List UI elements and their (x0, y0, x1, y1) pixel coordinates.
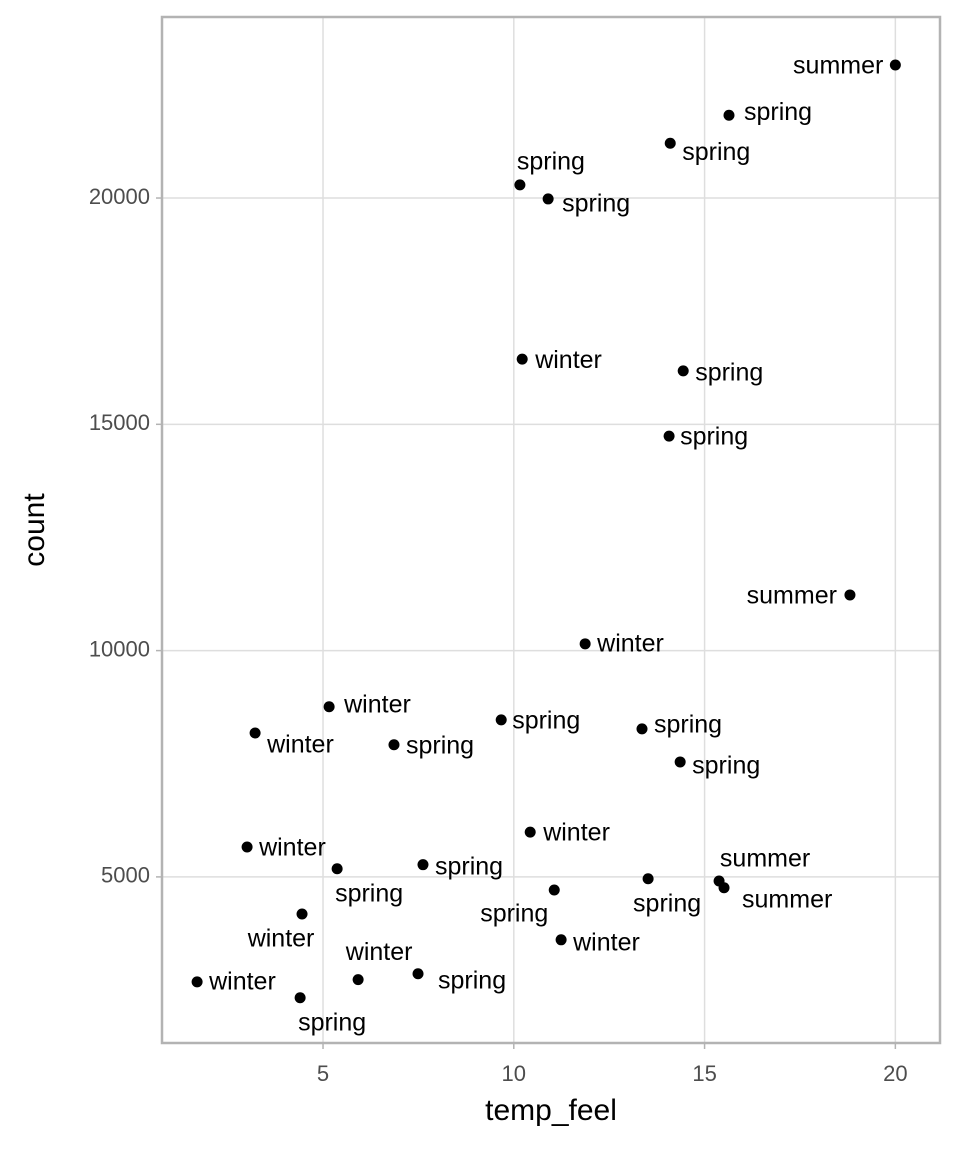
point-label: winter (208, 968, 276, 996)
point-label: summer (747, 582, 837, 610)
point-label: spring (682, 138, 750, 166)
y-tick-label: 20000 (89, 184, 150, 209)
point-label: summer (793, 52, 883, 80)
point-label: spring (695, 359, 763, 387)
point (723, 109, 735, 121)
x-tick-label: 5 (317, 1061, 329, 1086)
point-label: spring (517, 148, 585, 176)
point-label: winter (343, 690, 411, 718)
point (331, 863, 343, 875)
point (674, 756, 686, 768)
point (241, 841, 253, 853)
point-label: spring (562, 190, 630, 218)
point-label: spring (744, 98, 812, 126)
point (191, 976, 203, 988)
point (844, 589, 856, 601)
point-label: spring (335, 879, 403, 907)
x-axis-title: temp_feel (485, 1094, 617, 1127)
point (296, 908, 308, 920)
point-label: winter (247, 925, 315, 953)
point (323, 701, 335, 713)
point-label: winter (542, 819, 610, 847)
y-tick-label: 15000 (89, 410, 150, 435)
point-label: summer (742, 885, 832, 913)
panel-border (160, 15, 942, 1045)
x-tick-label: 15 (692, 1061, 716, 1086)
point (412, 968, 424, 980)
point (514, 179, 526, 191)
y-axis-title: count (18, 493, 51, 567)
point-label: spring (435, 852, 503, 880)
point (548, 884, 560, 896)
point-label: winter (345, 938, 413, 966)
point (664, 137, 676, 149)
point (889, 59, 901, 71)
x-tick-label: 20 (883, 1061, 907, 1086)
point-label: winter (596, 629, 664, 657)
point (542, 193, 554, 205)
point (524, 826, 536, 838)
point (388, 739, 400, 751)
point (417, 859, 429, 871)
x-tick-label: 10 (502, 1061, 526, 1086)
point-label: winter (266, 731, 334, 759)
point (677, 365, 689, 377)
point-label: spring (298, 1008, 366, 1036)
point (579, 638, 591, 650)
point-label: spring (680, 423, 748, 451)
point (294, 992, 306, 1004)
point (495, 714, 507, 726)
point (642, 873, 654, 885)
point (555, 934, 567, 946)
point-label: summer (720, 845, 810, 873)
point-label: winter (258, 834, 326, 862)
point-label: spring (480, 900, 548, 928)
y-tick-label: 10000 (89, 636, 150, 661)
point-label: spring (438, 966, 506, 994)
point-label: spring (406, 731, 474, 759)
point-label: spring (633, 889, 701, 917)
y-tick-label: 5000 (101, 863, 150, 888)
point-label: spring (512, 706, 580, 734)
point-label: spring (692, 752, 760, 780)
point (249, 727, 261, 739)
point-label: winter (534, 346, 602, 374)
point-label: winter (572, 928, 640, 956)
point-label: spring (654, 711, 722, 739)
point (718, 882, 730, 894)
point (663, 430, 675, 442)
point (636, 723, 648, 735)
point (516, 353, 528, 365)
point (352, 974, 364, 986)
